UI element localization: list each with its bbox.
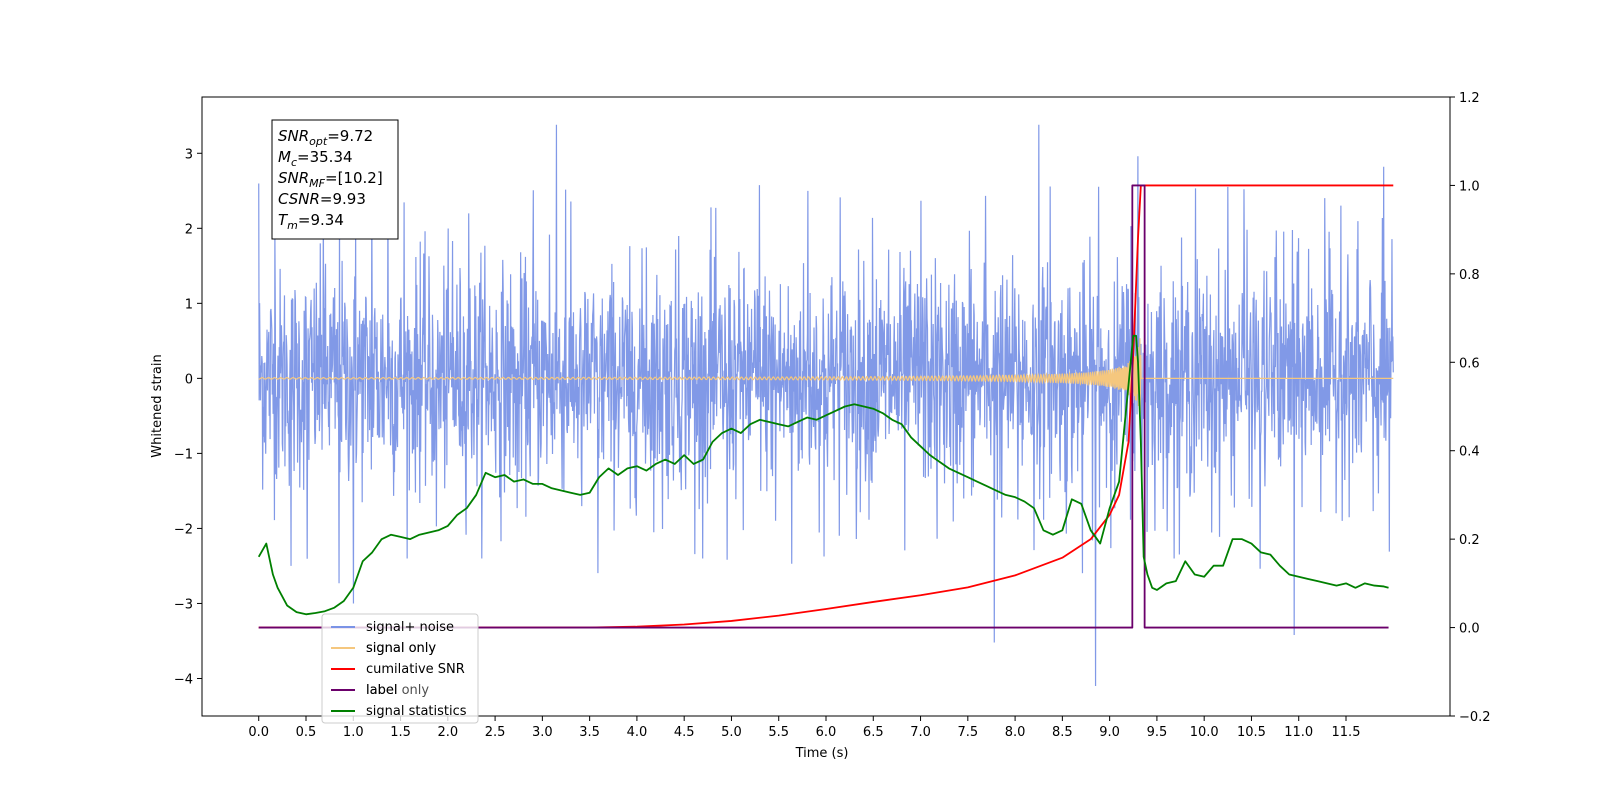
- x-axis-label: Time (s): [795, 746, 849, 761]
- legend-ghost-label: signal only: [366, 641, 436, 656]
- x-tick-label: 3.0: [532, 725, 553, 740]
- series-signal-noise-line: [258, 124, 1394, 686]
- x-tick-label: 7.5: [957, 725, 978, 740]
- x-tick-label: 3.5: [579, 725, 600, 740]
- y-axis-left: 3 2 1 0 −1 −2 −3 −4: [174, 147, 202, 687]
- x-tick-label: 4.5: [674, 725, 695, 740]
- x-tick-label: 0.0: [248, 725, 269, 740]
- x-tick-label: 0.5: [296, 725, 317, 740]
- y-left-tick-label: 2: [185, 222, 193, 237]
- x-tick-label: 5.5: [768, 725, 789, 740]
- x-tick-label: 5.0: [721, 725, 742, 740]
- x-tick-label: 11.0: [1284, 725, 1313, 740]
- y-right-tick-label: 0.0: [1459, 622, 1480, 637]
- y-right-tick-label: 0.4: [1459, 445, 1480, 460]
- x-tick-label: 1.0: [343, 725, 364, 740]
- info-symbol: M: [278, 148, 291, 166]
- series-label-line: [258, 184, 1389, 629]
- legend-ghost-label: label only: [366, 683, 429, 698]
- info-lines: SNRopt=9.72Mc=35.34SNRMF=[10.2]CSNR=9.93…: [278, 127, 383, 232]
- info-line: Tm=9.34: [278, 211, 344, 232]
- legend-frame: [321, 613, 479, 724]
- info-subscript: opt: [309, 135, 328, 148]
- x-tick-label: 2.5: [485, 725, 506, 740]
- info-line: SNRMF=[10.2]: [278, 169, 383, 190]
- x-tick-label: 8.0: [1005, 725, 1026, 740]
- y-left-tick-label: −2: [174, 522, 193, 537]
- x-tick-label: 8.5: [1052, 725, 1073, 740]
- x-axis: 0.0 0.5 1.0 1.5 2.0 2.5 3.0 3.5 4.0 4.5 5.0 5.5 6.0 6…: [248, 716, 1360, 740]
- info-line: CSNR=9.93: [278, 190, 366, 208]
- info-subscript: MF: [309, 177, 325, 190]
- legend-label: signal+ noise: [366, 620, 454, 635]
- y-right-tick-label: 0.6: [1459, 356, 1480, 371]
- info-box-frame: [271, 119, 399, 240]
- info-symbol: SNR: [278, 169, 309, 187]
- series-signal-statistics-line: [257, 334, 1389, 616]
- y-left-tick-label: −3: [174, 597, 193, 612]
- x-tick-label: 9.5: [1147, 725, 1168, 740]
- info-symbol: CSNR: [278, 190, 320, 208]
- info-value: =9.34: [298, 211, 344, 229]
- x-tick-label: 11.5: [1332, 725, 1361, 740]
- x-tick-label: 10.0: [1190, 725, 1219, 740]
- legend-ghost-labels: signal only label only: [366, 641, 436, 698]
- y-left-tick-label: −4: [174, 672, 193, 687]
- info-value: =[10.2]: [325, 169, 383, 187]
- y-right-tick-label: 1.2: [1459, 91, 1480, 106]
- x-tick-label: 2.0: [437, 725, 458, 740]
- info-line: SNRopt=9.72: [278, 127, 373, 148]
- info-line: Mc=35.34: [278, 148, 353, 169]
- y-left-tick-label: 1: [185, 297, 193, 312]
- x-tick-label: 6.5: [863, 725, 884, 740]
- info-value: =9.72: [327, 127, 373, 145]
- y-axis-label: Whitened strain: [150, 354, 165, 457]
- info-subscript: m: [287, 219, 298, 232]
- x-tick-label: 1.5: [390, 725, 411, 740]
- legend-entries: signal+ noise signal only cumilative SNR la…: [331, 620, 467, 719]
- y-axis-right: 1.2 1.0 0.8 0.6 0.4 0.2 0.0 −0.2: [1450, 91, 1491, 725]
- y-left-tick-label: −1: [174, 447, 193, 462]
- y-right-tick-label: −0.2: [1459, 710, 1491, 725]
- x-tick-label: 9.0: [1099, 725, 1120, 740]
- y-left-tick-label: 0: [185, 372, 193, 387]
- x-tick-label: 6.0: [816, 725, 837, 740]
- info-symbol: T: [278, 211, 289, 229]
- legend-label: label: [366, 683, 397, 698]
- legend-label: signal statistics: [366, 704, 467, 719]
- y-right-tick-label: 0.2: [1459, 533, 1480, 548]
- y-right-tick-label: 1.0: [1459, 179, 1480, 194]
- x-tick-label: 4.0: [627, 725, 648, 740]
- info-subscript: c: [291, 156, 297, 169]
- series-signal-only-line: [258, 338, 1394, 414]
- x-tick-label: 10.5: [1237, 725, 1266, 740]
- y-right-tick-label: 0.8: [1459, 268, 1480, 283]
- info-box: SNRopt=9.72Mc=35.34SNRMF=[10.2]CSNR=9.93…: [271, 119, 399, 240]
- y-left-tick-label: 3: [185, 147, 193, 162]
- legend-label: signal only: [366, 641, 436, 656]
- info-symbol: SNR: [278, 127, 309, 145]
- info-value: =9.93: [320, 190, 366, 208]
- legend-label: cumilative SNR: [366, 662, 465, 677]
- info-value: =35.34: [297, 148, 353, 166]
- series-layer: [257, 124, 1394, 686]
- x-tick-label: 7.0: [910, 725, 931, 740]
